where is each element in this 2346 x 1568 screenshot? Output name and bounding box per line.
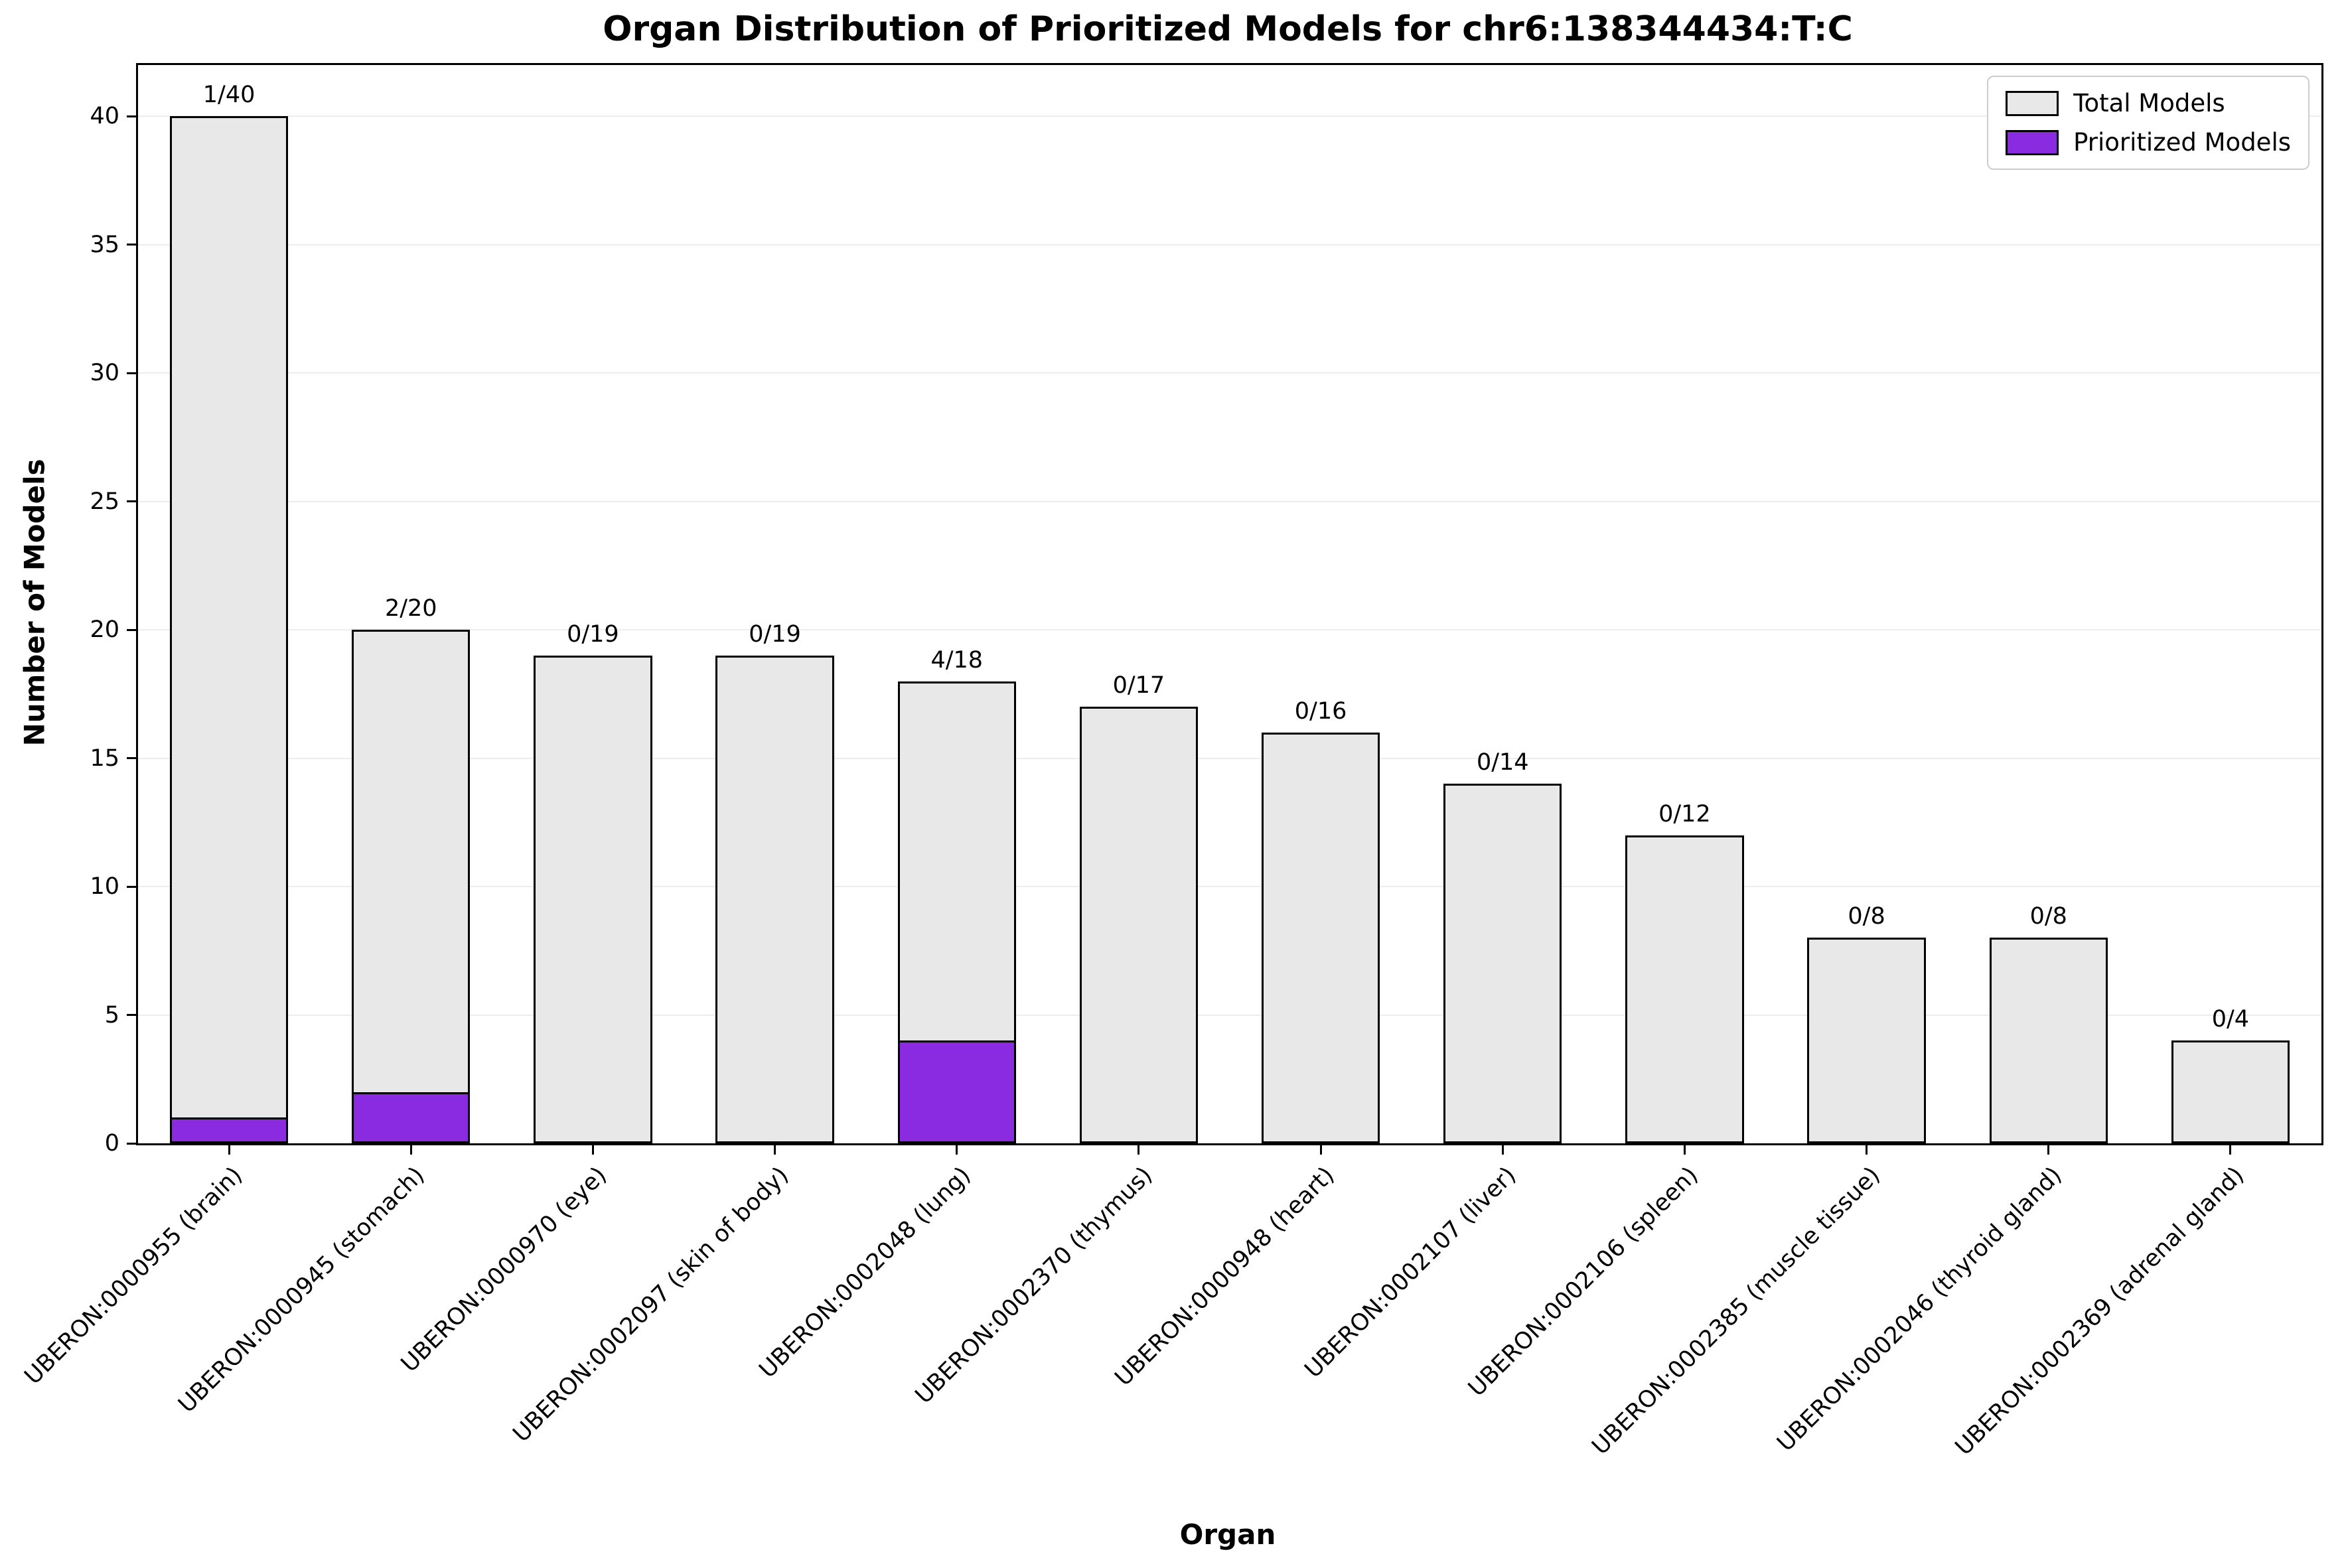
legend-swatch-prioritized-models (2006, 129, 2059, 155)
x-tick-label: UBERON:0002048 (lung) (754, 1162, 976, 1384)
bar-total (1807, 938, 1926, 1143)
y-tick-mark (127, 628, 136, 631)
y-tick-label: 10 (90, 873, 119, 900)
y-tick-mark (127, 115, 136, 117)
legend-item-total-models: Total Models (2006, 89, 2291, 117)
bar-prioritized (169, 1117, 289, 1143)
y-tick-mark (127, 1014, 136, 1017)
y-tick-label: 0 (104, 1130, 119, 1157)
y-tick-mark (127, 372, 136, 374)
x-tick-label: UBERON:0000970 (eye) (396, 1162, 612, 1378)
bar-total (1079, 707, 1199, 1143)
y-tick-label: 40 (90, 103, 119, 130)
x-tick-mark (774, 1145, 776, 1155)
bar-value-label: 0/19 (567, 620, 619, 648)
gridline (138, 629, 2321, 631)
bar-value-label: 0/12 (1658, 800, 1711, 827)
x-tick-mark (1866, 1145, 1868, 1155)
legend-label-total-models: Total Models (2073, 89, 2225, 117)
bar-total (1443, 784, 1562, 1143)
bar-total (169, 116, 289, 1143)
x-tick-label: UBERON:0002369 (adrenal gland) (1950, 1162, 2250, 1461)
x-tick-mark (591, 1145, 594, 1155)
bar-total (1261, 732, 1380, 1143)
bar-value-label: 0/8 (1848, 903, 1885, 930)
x-tick-mark (409, 1145, 412, 1155)
x-tick-mark (1137, 1145, 1140, 1155)
x-tick-mark (956, 1145, 958, 1155)
y-tick-label: 15 (90, 745, 119, 772)
y-tick-label: 20 (90, 616, 119, 644)
legend: Total Models Prioritized Models (1987, 76, 2309, 170)
gridline (138, 886, 2321, 888)
bar-total (352, 630, 471, 1143)
x-tick-label: UBERON:0000955 (brain) (19, 1162, 248, 1390)
y-tick-label: 25 (90, 488, 119, 515)
y-tick-label: 35 (90, 231, 119, 258)
bar-total (715, 655, 834, 1143)
x-tick-label: UBERON:0002107 (liver) (1299, 1162, 1522, 1384)
gridline (138, 757, 2321, 759)
x-axis-label: Organ (1179, 1518, 1276, 1551)
chart-title: Organ Distribution of Prioritized Models… (603, 9, 1853, 49)
bar-value-label: 0/19 (749, 620, 801, 648)
legend-item-prioritized-models: Prioritized Models (2006, 128, 2291, 157)
bar-value-label: 0/8 (2029, 903, 2067, 930)
bar-total (534, 655, 652, 1143)
y-tick-mark (127, 500, 136, 503)
x-tick-label: UBERON:0000948 (heart) (1110, 1162, 1340, 1391)
bar-total (1625, 835, 1744, 1143)
bar-total (1989, 938, 2108, 1143)
x-tick-mark (2047, 1145, 2050, 1155)
y-tick-label: 5 (104, 1001, 119, 1029)
legend-label-prioritized-models: Prioritized Models (2073, 128, 2291, 157)
x-tick-label: UBERON:0002046 (thyroid gland) (1772, 1162, 2068, 1457)
gridline (138, 1014, 2321, 1016)
plot-area: Total Models Prioritized Models 0 5 10 15 20… (20, 63, 2323, 1461)
gridline (138, 115, 2321, 117)
bar-value-label: 4/18 (930, 646, 984, 674)
gridline (138, 244, 2321, 246)
gridline (138, 500, 2321, 502)
gridline (138, 372, 2321, 374)
x-tick-label: UBERON:0002385 (muscle tissue) (1587, 1162, 1885, 1461)
y-tick-mark (127, 244, 136, 246)
bar-value-label: 2/20 (384, 595, 437, 622)
bar-total (2171, 1040, 2290, 1143)
x-tick-mark (2229, 1145, 2232, 1155)
y-axis-label: Number of Models (18, 459, 51, 747)
y-tick-label: 30 (90, 360, 119, 387)
x-tick-mark (1501, 1145, 1504, 1155)
bar-prioritized (352, 1092, 471, 1143)
y-tick-mark (127, 757, 136, 760)
y-tick-mark (127, 885, 136, 888)
x-tick-mark (1683, 1145, 1686, 1155)
bar-value-label: 0/16 (1294, 697, 1347, 725)
bar-value-label: 0/4 (2211, 1006, 2250, 1033)
bar-value-label: 0/17 (1112, 672, 1165, 699)
y-tick-mark (127, 1142, 136, 1145)
legend-swatch-total-models (2006, 90, 2059, 116)
x-tick-mark (1319, 1145, 1322, 1155)
bar-prioritized (897, 1040, 1016, 1143)
bar-value-label: 0/14 (1476, 749, 1529, 776)
x-tick-mark (228, 1145, 230, 1155)
bar-value-label: 1/40 (202, 82, 256, 109)
